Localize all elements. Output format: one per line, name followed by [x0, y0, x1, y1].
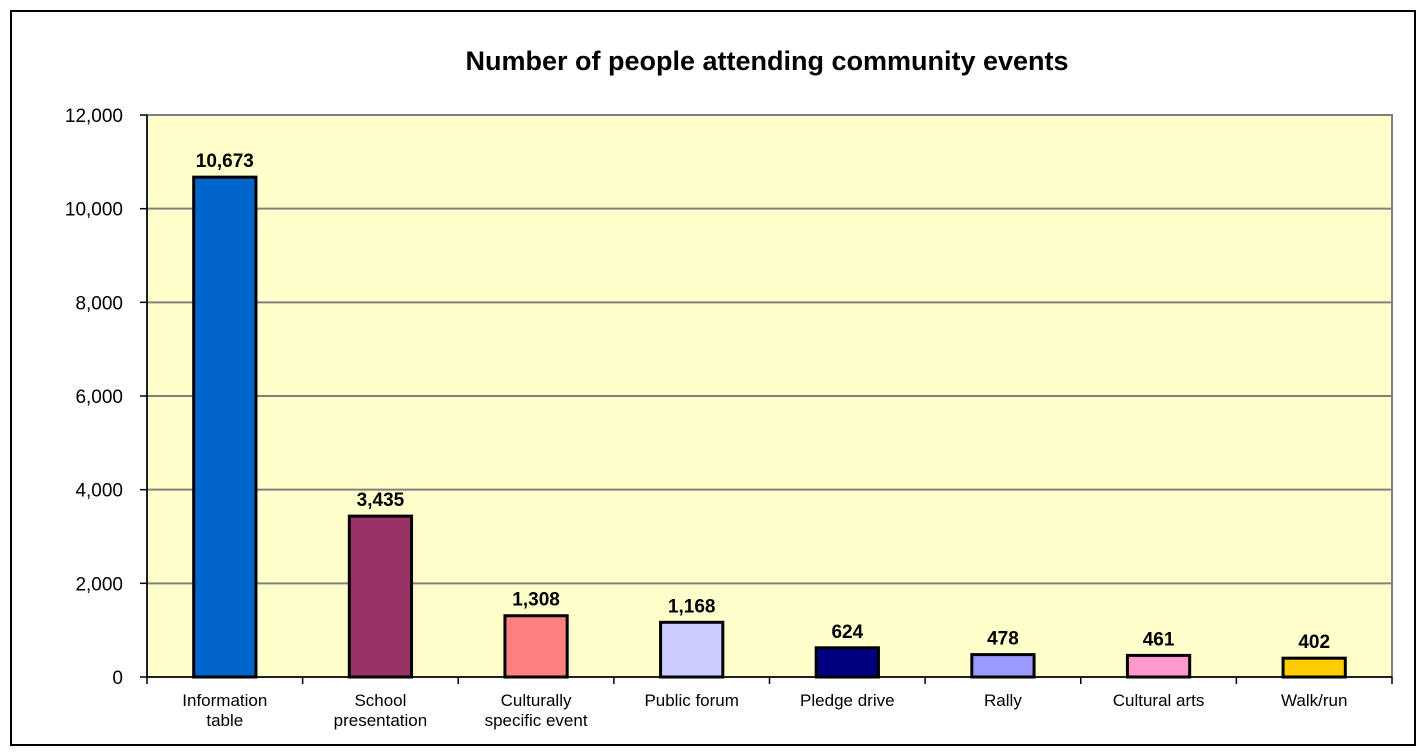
data-label: 402	[1298, 632, 1330, 653]
data-label: 478	[987, 629, 1019, 650]
y-tick-label: 12,000	[65, 106, 123, 127]
bar	[347, 514, 414, 679]
y-tick-label: 8,000	[75, 293, 123, 314]
bar	[659, 620, 725, 679]
x-tick-label: table	[206, 711, 243, 730]
chart-title: Number of people attending community eve…	[465, 46, 1068, 76]
data-label: 1,308	[512, 590, 560, 611]
x-tick-label: Information	[182, 691, 267, 710]
x-tick-label: Walk/run	[1281, 691, 1347, 710]
x-tick-label: specific event	[485, 711, 588, 730]
data-label: 461	[1143, 629, 1175, 650]
x-tick-label: Public forum	[644, 691, 738, 710]
data-label: 624	[831, 622, 863, 643]
bar	[503, 614, 569, 679]
x-tick-label: Culturally	[501, 691, 572, 710]
data-label: 1,168	[668, 596, 716, 617]
y-tick-label: 0	[112, 668, 123, 689]
bar	[192, 175, 258, 679]
y-tick-label: 6,000	[75, 387, 123, 408]
bar	[814, 646, 880, 679]
x-tick-label: Rally	[984, 691, 1022, 710]
y-tick-label: 2,000	[75, 574, 123, 595]
data-label: 3,435	[357, 490, 405, 511]
data-label: 10,673	[196, 151, 254, 172]
y-tick-label: 10,000	[65, 200, 123, 221]
x-tick-label: School	[354, 691, 406, 710]
x-tick-label: Pledge drive	[800, 691, 895, 710]
bars	[192, 175, 1347, 679]
labels: 0 2,000 4,000 6,000 8,000 10,000 12,000 10,673 I…	[65, 106, 1348, 730]
y-tick-label: 4,000	[75, 481, 123, 502]
bar	[970, 653, 1036, 679]
axes	[140, 114, 1393, 684]
bar	[1281, 656, 1347, 679]
bar	[1125, 653, 1192, 679]
x-tick-label: Cultural arts	[1113, 691, 1205, 710]
x-tick-label: presentation	[334, 711, 428, 730]
